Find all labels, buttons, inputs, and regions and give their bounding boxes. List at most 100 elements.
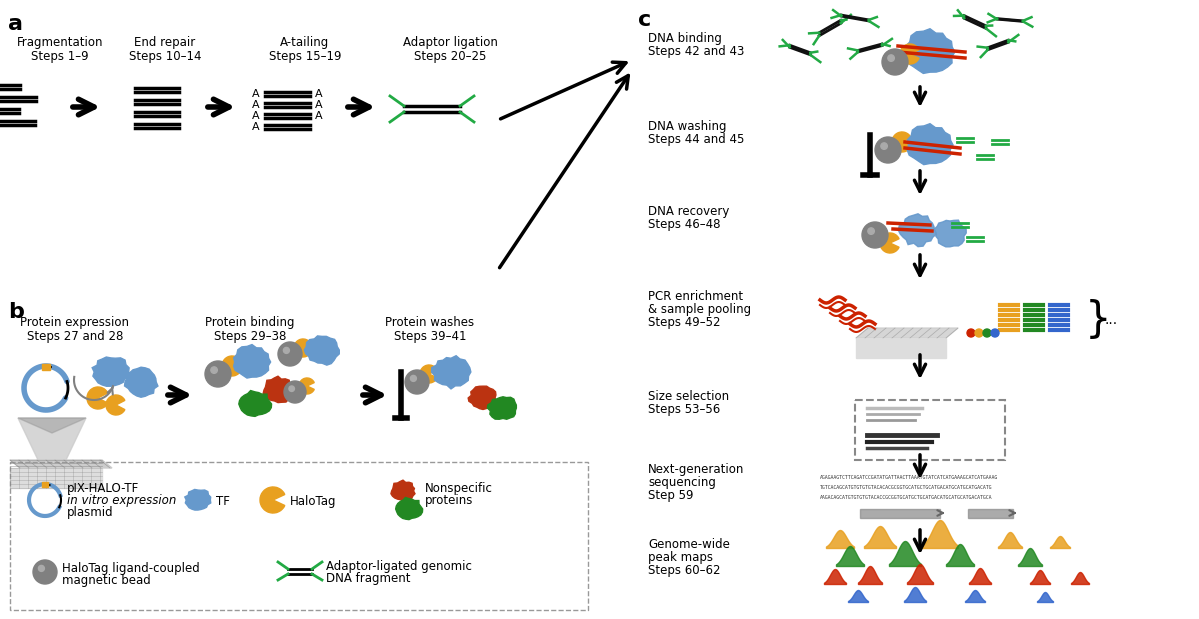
Text: HaloTag: HaloTag: [290, 495, 337, 508]
Circle shape: [283, 347, 289, 353]
Text: Steps 49–52: Steps 49–52: [647, 316, 721, 329]
Text: Adaptor ligation: Adaptor ligation: [403, 36, 498, 49]
Text: Steps 46–48: Steps 46–48: [647, 218, 721, 231]
Circle shape: [992, 329, 999, 337]
Polygon shape: [391, 480, 415, 501]
Text: A: A: [252, 100, 260, 110]
Text: Steps 39–41: Steps 39–41: [393, 330, 466, 343]
Text: Steps 1–9: Steps 1–9: [31, 50, 89, 63]
Circle shape: [284, 381, 306, 403]
Polygon shape: [239, 391, 271, 417]
Text: Fragmentation: Fragmentation: [17, 36, 103, 49]
Text: Protein binding: Protein binding: [205, 316, 295, 329]
Wedge shape: [900, 44, 920, 64]
Text: pIX-HALO-TF: pIX-HALO-TF: [67, 482, 139, 495]
Text: A: A: [315, 89, 323, 99]
Text: Protein expression: Protein expression: [20, 316, 129, 329]
Text: magnetic bead: magnetic bead: [62, 574, 151, 587]
Polygon shape: [934, 220, 966, 247]
Polygon shape: [18, 418, 86, 433]
Wedge shape: [294, 339, 312, 357]
Polygon shape: [125, 367, 158, 397]
Text: b: b: [8, 302, 24, 322]
Text: Next-generation: Next-generation: [647, 463, 745, 476]
Text: A-tailing: A-tailing: [281, 36, 330, 49]
Text: A: A: [315, 100, 323, 110]
Wedge shape: [222, 356, 241, 376]
Text: Nonspecific: Nonspecific: [424, 482, 493, 495]
Bar: [42, 482, 48, 487]
Circle shape: [983, 329, 992, 337]
Text: A: A: [252, 122, 260, 132]
Circle shape: [289, 386, 295, 391]
Bar: [968, 509, 1013, 518]
Text: DNA washing: DNA washing: [647, 120, 727, 133]
Circle shape: [410, 375, 416, 381]
Text: plasmid: plasmid: [67, 506, 114, 519]
Circle shape: [205, 361, 231, 387]
Text: Step 59: Step 59: [647, 489, 693, 502]
Polygon shape: [898, 214, 936, 246]
Text: TGTCACAGCATGTGTGTGTACACACGCGGTGCATGCTGCATGACATGCATGCATGACATG: TGTCACAGCATGTGTGTGTACACACGCGGTGCATGCTGCA…: [820, 485, 993, 490]
Polygon shape: [92, 357, 129, 386]
Text: DNA fragment: DNA fragment: [326, 572, 410, 585]
Text: PCR enrichment: PCR enrichment: [647, 290, 743, 303]
Text: AGAGAAGTCTTCAGATCCGATATGATTAACTTAAATGTATCATCATGAAAGCATCATGAAAG: AGAGAAGTCTTCAGATCCGATATGATTAACTTAAATGTAT…: [820, 475, 999, 480]
Text: & sample pooling: & sample pooling: [647, 303, 751, 316]
Polygon shape: [10, 468, 102, 488]
Text: a: a: [8, 14, 23, 34]
Circle shape: [881, 143, 887, 149]
Text: Steps 20–25: Steps 20–25: [414, 50, 486, 63]
Text: Steps 27 and 28: Steps 27 and 28: [26, 330, 123, 343]
Circle shape: [211, 367, 217, 373]
Polygon shape: [234, 345, 271, 378]
Circle shape: [887, 55, 894, 61]
Text: }: }: [1085, 299, 1111, 341]
Polygon shape: [856, 328, 958, 338]
Text: Protein washes: Protein washes: [385, 316, 475, 329]
Circle shape: [968, 329, 975, 337]
Text: Steps 44 and 45: Steps 44 and 45: [647, 133, 745, 146]
Text: End repair: End repair: [134, 36, 195, 49]
Text: AAGACAGCATGTGTGTGTACACCGCGGTGCATGCTGCATGACATGCATGCATGACATGCA: AAGACAGCATGTGTGTGTACACCGCGGTGCATGCTGCATG…: [820, 495, 993, 500]
Circle shape: [975, 329, 983, 337]
Bar: [42, 364, 50, 370]
Polygon shape: [432, 356, 471, 389]
Polygon shape: [10, 460, 112, 468]
Circle shape: [38, 565, 44, 571]
Circle shape: [278, 342, 302, 366]
Wedge shape: [106, 395, 125, 415]
Circle shape: [875, 137, 900, 163]
Wedge shape: [299, 378, 314, 394]
Polygon shape: [396, 498, 422, 519]
Circle shape: [405, 370, 429, 394]
Polygon shape: [905, 28, 954, 74]
Text: Steps 29–38: Steps 29–38: [213, 330, 287, 343]
Text: DNA binding: DNA binding: [647, 32, 722, 45]
Polygon shape: [185, 490, 211, 510]
Wedge shape: [892, 132, 911, 152]
Bar: [860, 509, 940, 518]
Circle shape: [34, 560, 58, 584]
Polygon shape: [305, 336, 339, 365]
Polygon shape: [468, 386, 496, 410]
Wedge shape: [88, 387, 108, 409]
Text: HaloTag ligand-coupled: HaloTag ligand-coupled: [62, 562, 200, 575]
Circle shape: [882, 49, 908, 75]
Wedge shape: [880, 233, 899, 253]
Text: ...: ...: [1105, 313, 1119, 327]
Polygon shape: [908, 124, 953, 165]
Text: Steps 53–56: Steps 53–56: [647, 403, 721, 416]
Wedge shape: [420, 365, 438, 383]
Text: Steps 15–19: Steps 15–19: [269, 50, 342, 63]
Text: A: A: [252, 89, 260, 99]
Text: sequencing: sequencing: [647, 476, 716, 489]
Text: Steps 42 and 43: Steps 42 and 43: [647, 45, 745, 58]
Polygon shape: [487, 397, 517, 419]
Text: Size selection: Size selection: [647, 390, 729, 403]
Text: TF: TF: [216, 495, 230, 508]
Text: DNA recovery: DNA recovery: [647, 205, 729, 218]
Wedge shape: [260, 487, 285, 513]
Bar: [10, 462, 588, 610]
Circle shape: [868, 228, 874, 235]
